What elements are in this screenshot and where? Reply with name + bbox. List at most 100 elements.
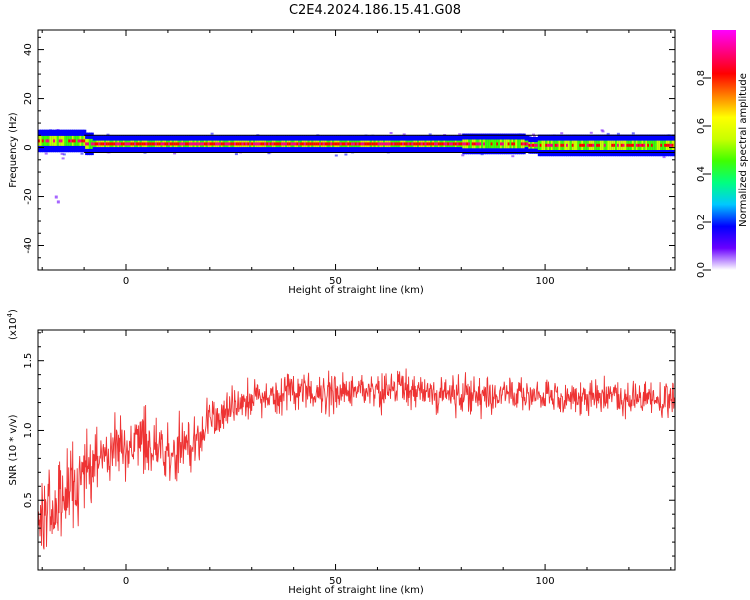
spectrogram-cell xyxy=(104,142,107,146)
spectrogram-cell xyxy=(403,142,407,146)
spectrogram-cell xyxy=(351,142,355,146)
spectrogram-cell xyxy=(469,139,473,149)
spectrogram-cell xyxy=(605,140,609,150)
spectrogram-cell xyxy=(149,142,153,146)
colorbar-strip xyxy=(712,30,736,270)
spectrogram-cell xyxy=(268,142,272,146)
spectrogram-cell xyxy=(524,142,528,146)
spectrogram-cell xyxy=(428,142,432,146)
spectrogram-cell xyxy=(334,142,338,146)
spectrogram-cell xyxy=(515,139,519,149)
spectrogram-cell xyxy=(603,143,607,147)
spectrogram-cell xyxy=(210,132,214,135)
spectrogram-cell xyxy=(443,142,447,146)
spectrogram-cell xyxy=(292,142,296,146)
spectrogram-cell xyxy=(441,142,445,146)
spectrogram-cell xyxy=(498,139,502,149)
spectrogram-cell xyxy=(145,142,149,146)
spectrogram-cell xyxy=(360,142,364,146)
spectrogram-cell xyxy=(236,142,239,146)
spectrogram-cell xyxy=(566,143,569,147)
spectrogram-cell xyxy=(164,142,168,146)
spectrogram-cell xyxy=(344,153,348,156)
spectrogram-cell xyxy=(124,142,128,146)
spectrogram-cell xyxy=(105,142,109,146)
snr-ytick-label: 0.5 xyxy=(23,492,34,508)
figure-title: C2E4.2024.186.15.41.G08 xyxy=(289,3,461,18)
spectrogram-cell xyxy=(464,142,468,146)
spectrogram-panel: 0 50 100 40 20 0 -20 -40 Height of straight lin… xyxy=(8,29,676,296)
spectrogram-cell xyxy=(379,142,383,146)
spectrogram-ytick-label: 40 xyxy=(23,43,34,56)
spectrogram-cell xyxy=(80,152,84,155)
spectrogram-cell xyxy=(256,142,260,146)
spectrogram-cell xyxy=(475,142,479,146)
spectrogram-cell xyxy=(71,139,75,143)
spectrogram-cell xyxy=(418,142,422,146)
spectrogram-cell xyxy=(615,140,619,150)
spectrogram-cell xyxy=(153,142,156,146)
spectrogram-cell xyxy=(471,142,475,146)
spectrogram-cell xyxy=(607,140,611,150)
spectrogram-cell xyxy=(577,140,581,150)
spectrogram-cell xyxy=(549,143,553,147)
spectrogram-cell xyxy=(522,142,526,146)
spectrogram-cell xyxy=(204,142,207,146)
spectrogram-cell xyxy=(56,135,60,146)
spectrogram-cell xyxy=(601,130,605,133)
spectrogram-cell xyxy=(328,142,332,146)
spectrogram-cell xyxy=(385,142,388,146)
snr-ytick-label: 1.0 xyxy=(23,423,34,439)
spectrogram-cell xyxy=(173,142,177,146)
spectrogram-cell xyxy=(647,143,651,147)
spectrogram-cell xyxy=(62,153,66,156)
spectrogram-cell xyxy=(302,142,305,146)
spectrogram-cell xyxy=(609,140,613,150)
spectrogram-cell xyxy=(575,140,579,150)
spectrogram-cell xyxy=(136,142,140,146)
spectrogram-cell xyxy=(171,142,175,146)
spectrogram-cell xyxy=(66,135,70,146)
spectrogram-cell xyxy=(381,142,385,146)
spectrogram-cell xyxy=(654,140,658,150)
spectrogram-cell xyxy=(158,142,162,146)
spectrogram-cell xyxy=(558,140,562,150)
spectrogram-cell xyxy=(254,142,258,146)
spectrogram-cell xyxy=(94,142,98,146)
spectrogram-cell xyxy=(411,142,415,146)
spectrogram-cell xyxy=(588,143,592,147)
spectrogram-cell xyxy=(622,143,626,147)
spectrogram-cell xyxy=(532,135,536,137)
spectrogram-cell xyxy=(503,139,507,149)
spectrogram-cell xyxy=(596,143,600,147)
spectrogram-cell xyxy=(332,142,336,146)
snr-marks xyxy=(38,368,675,550)
spectrogram-cell xyxy=(45,139,49,143)
spectrogram-cell xyxy=(486,139,490,149)
spectrogram-cell xyxy=(205,142,209,146)
spectrogram-cell xyxy=(490,142,494,146)
spectrogram-cell xyxy=(243,142,247,146)
spectrogram-cell xyxy=(90,142,94,146)
spectrogram-cell xyxy=(264,142,268,146)
spectrogram-cell xyxy=(671,143,675,147)
spectrogram-cell xyxy=(532,133,535,136)
spectrogram-cell xyxy=(496,142,500,146)
spectrogram-cell xyxy=(98,142,102,146)
spectrogram-cell xyxy=(477,142,481,146)
spectrogram-cell xyxy=(251,142,255,146)
spectrogram-cell xyxy=(51,135,55,146)
spectrogram-cell xyxy=(611,143,615,147)
spectrogram-ytick-label: -20 xyxy=(23,188,34,204)
spectrogram-cell xyxy=(383,142,387,146)
snr-multiplier: (x104) xyxy=(6,309,19,340)
spectrogram-cell xyxy=(511,155,515,158)
spectrogram-cell xyxy=(188,142,192,146)
spectrogram-cell xyxy=(117,142,121,146)
spectrogram-cell xyxy=(298,142,302,146)
spectrogram-cell xyxy=(326,142,330,146)
spectrogram-cell xyxy=(407,142,411,146)
spectrogram-cell xyxy=(492,139,496,149)
spectrogram-cell xyxy=(618,140,622,150)
spectrogram-cell xyxy=(484,139,488,149)
